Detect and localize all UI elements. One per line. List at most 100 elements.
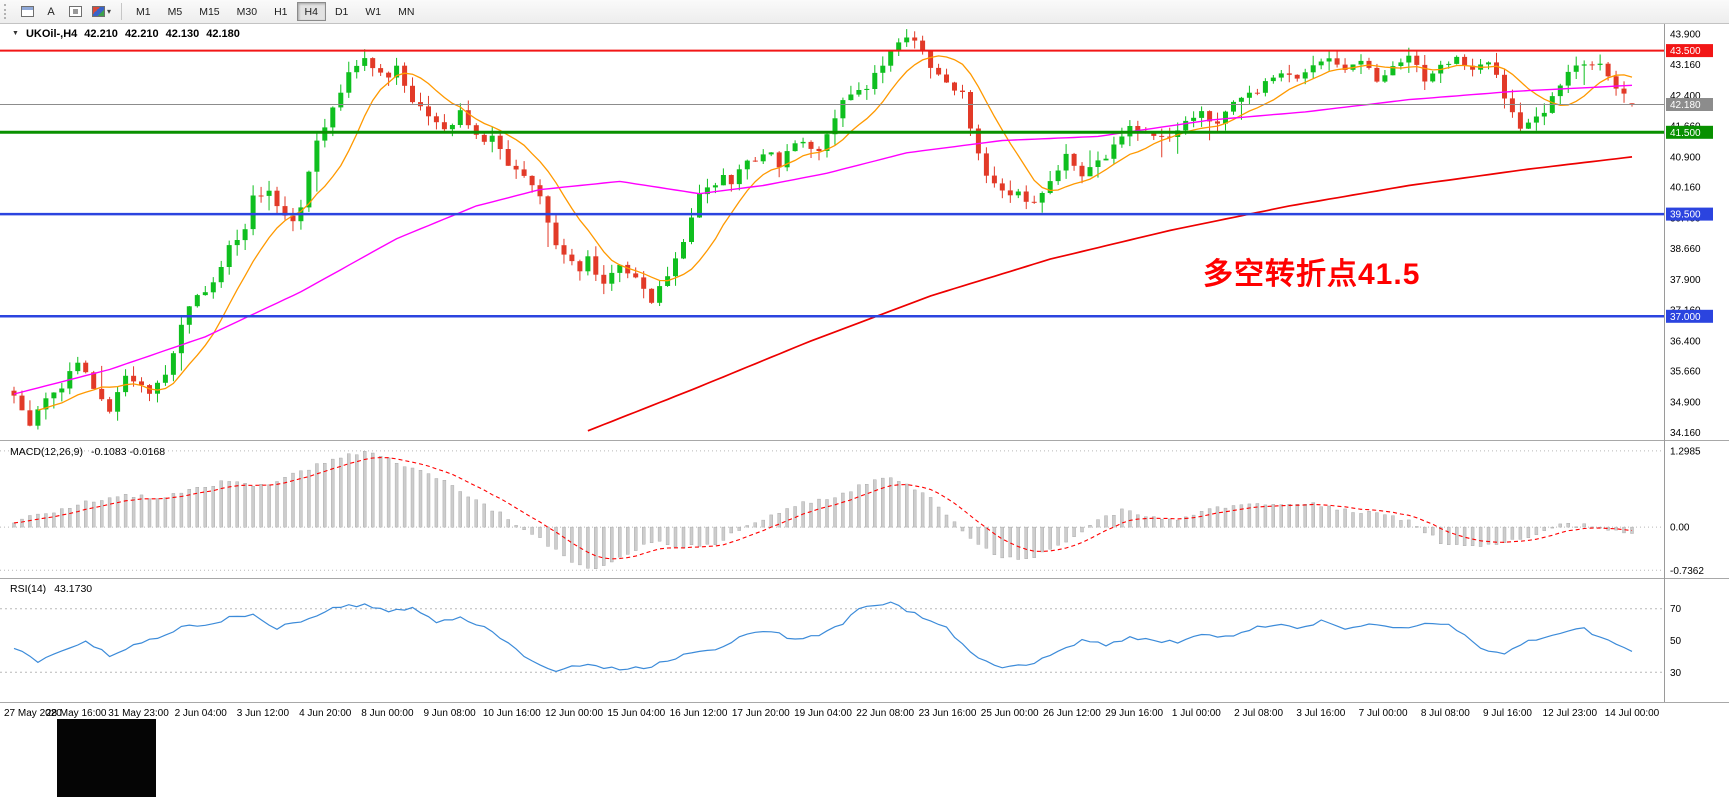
trend-annotation[interactable]: 多空转折点41.5 [1203,258,1421,291]
svg-text:34.900: 34.900 [1670,398,1701,409]
svg-text:43.500: 43.500 [1670,46,1701,57]
svg-text:3 Jul 16:00: 3 Jul 16:00 [1296,708,1345,719]
chart-window-icon [20,6,34,17]
svg-text:25 Jun 00:00: 25 Jun 00:00 [981,708,1039,719]
svg-text:1.2985: 1.2985 [1670,446,1701,457]
svg-text:-0.7362: -0.7362 [1670,566,1704,577]
svg-text:34.160: 34.160 [1670,428,1701,439]
object-frame-icon [68,6,82,17]
svg-text:29 Jun 16:00: 29 Jun 16:00 [1105,708,1163,719]
fast-ma-line [37,55,1633,411]
svg-text:41.500: 41.500 [1670,128,1701,139]
price-lines-layer [0,49,1664,318]
timeframe-button-mn[interactable]: MN [390,2,422,21]
svg-text:40.900: 40.900 [1670,152,1701,163]
price-axis: 1.2985 0.00 -0.7362 70 50 30 43.900 43.160 42.40… [1666,30,1713,679]
svg-text:9 Jul 16:00: 9 Jul 16:00 [1483,708,1532,719]
svg-text:4 Jun 20:00: 4 Jun 20:00 [299,708,352,719]
axis-price-badge [1666,98,1713,111]
svg-text:2 Jun 04:00: 2 Jun 04:00 [175,708,228,719]
svg-text:37.000: 37.000 [1670,312,1701,323]
svg-text:8 Jul 08:00: 8 Jul 08:00 [1421,708,1470,719]
timeframe-button-h4[interactable]: H4 [296,2,326,21]
slow-ma-line [587,156,1633,432]
toolbar-drag-handle[interactable] [4,4,10,19]
medium-ma-line [13,84,1633,395]
text-cursor-icon: A [47,5,55,18]
macd-indicator-label: MACD(12,26,9) -0.1083 -0.0168 [10,446,165,458]
svg-text:17 Jun 20:00: 17 Jun 20:00 [732,708,790,719]
macd-values: -0.1083 -0.0168 [90,446,166,458]
svg-text:22 Jun 08:00: 22 Jun 08:00 [856,708,914,719]
svg-text:3 Jun 12:00: 3 Jun 12:00 [237,708,290,719]
svg-text:14 Jul 00:00: 14 Jul 00:00 [1605,708,1660,719]
svg-text:1 Jul 00:00: 1 Jul 00:00 [1172,708,1221,719]
chart-title: ▼ UKOil-,H4 42.210 42.210 42.130 42.180 [12,28,240,40]
ohlc-low: 42.130 [165,28,200,40]
rsi-line [13,601,1633,673]
svg-text:70: 70 [1670,604,1682,615]
timeframe-button-m1[interactable]: M1 [128,2,159,21]
rsi-value: 43.1730 [54,583,93,595]
timeframe-button-m15[interactable]: M15 [191,2,227,21]
svg-text:27 May 2020: 27 May 2020 [4,708,62,719]
svg-text:40.160: 40.160 [1670,183,1701,194]
svg-text:42.400: 42.400 [1670,91,1701,102]
macd-layer [0,450,1664,571]
rsi-name: RSI(14) [10,583,47,595]
timeframe-button-d1[interactable]: D1 [327,2,356,21]
axis-price-badge [1666,309,1713,323]
chart-window-button[interactable] [16,2,38,22]
candles-layer [11,29,1635,430]
svg-text:9 Jun 08:00: 9 Jun 08:00 [423,708,476,719]
svg-text:23 Jun 16:00: 23 Jun 16:00 [919,708,977,719]
object-frame-button[interactable] [64,2,86,22]
timeframe-button-m5[interactable]: M5 [160,2,191,21]
svg-text:36.400: 36.400 [1670,336,1701,347]
toolbar-separator [121,3,123,20]
colors-dropdown-button[interactable]: ▾ [88,2,115,22]
svg-text:7 Jul 00:00: 7 Jul 00:00 [1359,708,1408,719]
rsi-indicator-label: RSI(14) 43.1730 [10,583,92,595]
svg-text:30: 30 [1670,668,1682,679]
ohlc-open: 42.210 [84,28,118,40]
svg-text:43.900: 43.900 [1670,30,1701,41]
moving-averages-layer [13,55,1633,432]
svg-text:26 Jun 12:00: 26 Jun 12:00 [1043,708,1101,719]
svg-text:8 Jun 00:00: 8 Jun 00:00 [361,708,414,719]
macd-name: MACD(12,26,9) [10,446,83,458]
ohlc-high: 42.210 [124,28,159,40]
timeframe-button-h1[interactable]: H1 [266,2,295,21]
svg-text:16 Jun 12:00: 16 Jun 12:00 [670,708,728,719]
timeframe-button-m30[interactable]: M30 [229,2,265,21]
rsi-layer [0,601,1664,673]
toolbar: A ▾ M1 M5 M15 M30 H1 H4 D1 W1 MN [0,0,1729,24]
axis-price-badge [1666,44,1713,58]
macd-signal-line [13,457,1633,560]
svg-text:37.900: 37.900 [1670,275,1701,286]
svg-text:39.500: 39.500 [1670,210,1701,221]
axis-price-badge [1666,207,1713,221]
dark-corner-artifact [57,719,156,797]
text-cursor-button[interactable]: A [40,2,62,22]
svg-text:28 May 16:00: 28 May 16:00 [46,708,107,719]
svg-text:12 Jun 00:00: 12 Jun 00:00 [545,708,603,719]
palette-icon [92,6,105,17]
timeframe-button-w1[interactable]: W1 [357,2,389,21]
svg-text:50: 50 [1670,636,1682,647]
collapse-triangle-icon[interactable]: ▼ [12,29,19,37]
svg-text:10 Jun 16:00: 10 Jun 16:00 [483,708,541,719]
symbol-period-label: UKOil-,H4 [25,28,78,40]
svg-text:2 Jul 08:00: 2 Jul 08:00 [1234,708,1283,719]
svg-text:43.160: 43.160 [1670,60,1701,71]
timeframe-group: M1 M5 M15 M30 H1 H4 D1 W1 MN [128,2,422,21]
svg-text:19 Jun 04:00: 19 Jun 04:00 [794,708,852,719]
chevron-down-icon: ▾ [107,6,112,16]
axis-price-badge [1666,125,1713,139]
svg-text:42.180: 42.180 [1670,100,1701,111]
svg-text:35.660: 35.660 [1670,367,1701,378]
ohlc-close: 42.180 [206,28,240,40]
